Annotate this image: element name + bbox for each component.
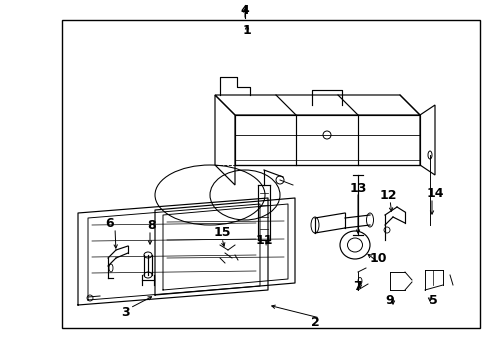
Text: 14: 14: [426, 186, 444, 199]
Text: 3: 3: [121, 306, 129, 320]
Text: 7: 7: [354, 280, 363, 293]
Text: 10: 10: [369, 252, 387, 265]
Text: 4: 4: [241, 4, 249, 17]
Text: 13: 13: [349, 181, 367, 194]
Text: 1: 1: [243, 23, 251, 36]
Text: 9: 9: [386, 293, 394, 306]
Text: 2: 2: [311, 316, 319, 329]
Text: 11: 11: [255, 234, 273, 247]
Text: 5: 5: [429, 293, 438, 306]
Bar: [62, 20, 480, 328]
Bar: [235, 115, 420, 165]
Text: 15: 15: [213, 225, 231, 239]
Text: 12: 12: [379, 189, 397, 202]
Text: 6: 6: [106, 216, 114, 230]
Text: 8: 8: [147, 219, 156, 231]
